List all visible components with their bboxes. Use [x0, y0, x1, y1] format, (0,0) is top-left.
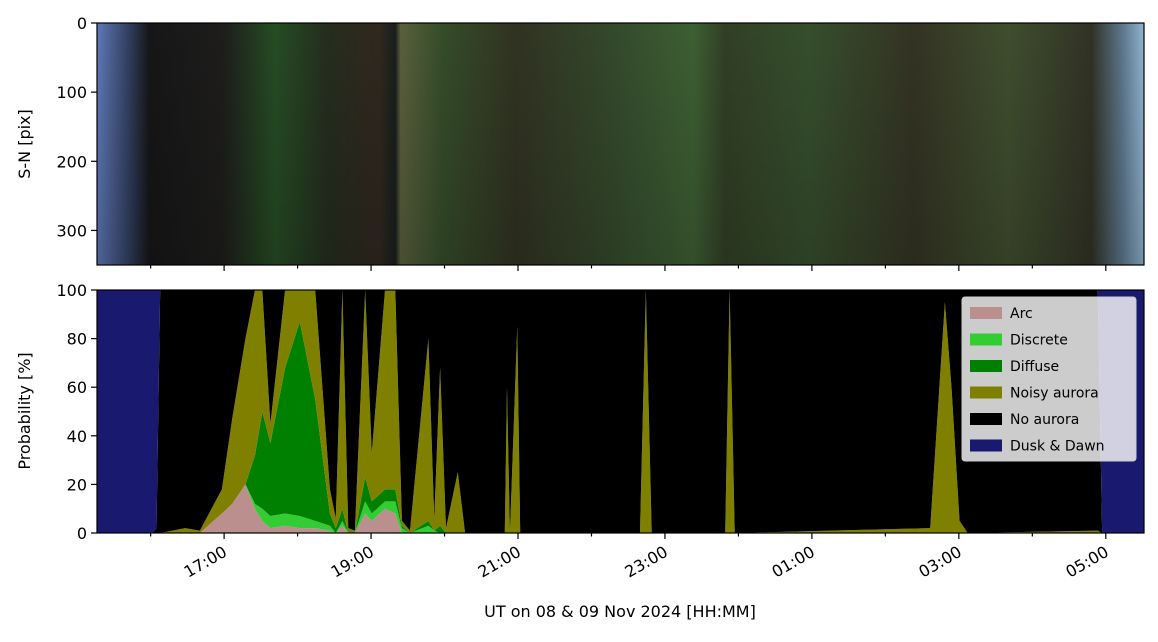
legend-box	[961, 296, 1137, 462]
x-tick-label: 05:00	[1062, 542, 1111, 582]
legend-label: Diffuse	[1010, 359, 1059, 375]
y-tick-label: 100	[56, 83, 87, 102]
y-tick-label: 300	[56, 221, 87, 240]
y-axis-label: Probability [%]	[15, 352, 34, 469]
y-tick-label: 20	[67, 475, 87, 494]
y-tick-label: 80	[67, 330, 87, 349]
legend-swatch	[970, 413, 1002, 425]
legend-label: Arc	[1010, 306, 1033, 322]
y-tick-label: 60	[67, 378, 87, 397]
x-tick-label: 21:00	[475, 542, 524, 582]
legend-label: No aurora	[1010, 412, 1079, 428]
axes-frame	[96, 289, 1145, 534]
legend-swatch	[970, 333, 1002, 346]
x-tick-label: 19:00	[328, 542, 377, 582]
y-tick-label: 200	[56, 152, 87, 171]
legend-swatch	[970, 307, 1002, 319]
x-tick-label: 17:00	[181, 542, 230, 582]
y-tick-label: 40	[67, 427, 87, 446]
legend-swatch	[970, 439, 1002, 452]
probability-panel: Probability [%] UT on 08 & 09 Nov 2024 […	[15, 352, 756, 621]
axes-frame	[96, 22, 1145, 266]
y-axis-label: S-N [pix]	[15, 109, 34, 179]
legend-swatch	[970, 386, 1002, 399]
legend-label: Discrete	[1010, 333, 1068, 349]
area	[97, 321, 1144, 533]
x-axis-label: UT on 08 & 09 Nov 2024 [HH:MM]	[484, 602, 756, 621]
x-tick-label: 23:00	[622, 542, 671, 582]
legend-swatch	[970, 360, 1002, 372]
y-tick-label: 0	[77, 524, 87, 543]
y-tick-label: 0	[77, 14, 87, 33]
y-tick-label: 100	[56, 281, 87, 300]
keogram-panel: S-N [pix]	[15, 23, 1144, 265]
legend-label: Noisy aurora	[1010, 386, 1099, 402]
x-tick-label: 01:00	[768, 542, 817, 582]
legend-label: Dusk & Dawn	[1010, 439, 1105, 455]
area	[97, 290, 1144, 533]
keogram-shade	[97, 23, 1144, 265]
x-tick-label: 03:00	[915, 542, 964, 582]
area	[97, 290, 1144, 533]
